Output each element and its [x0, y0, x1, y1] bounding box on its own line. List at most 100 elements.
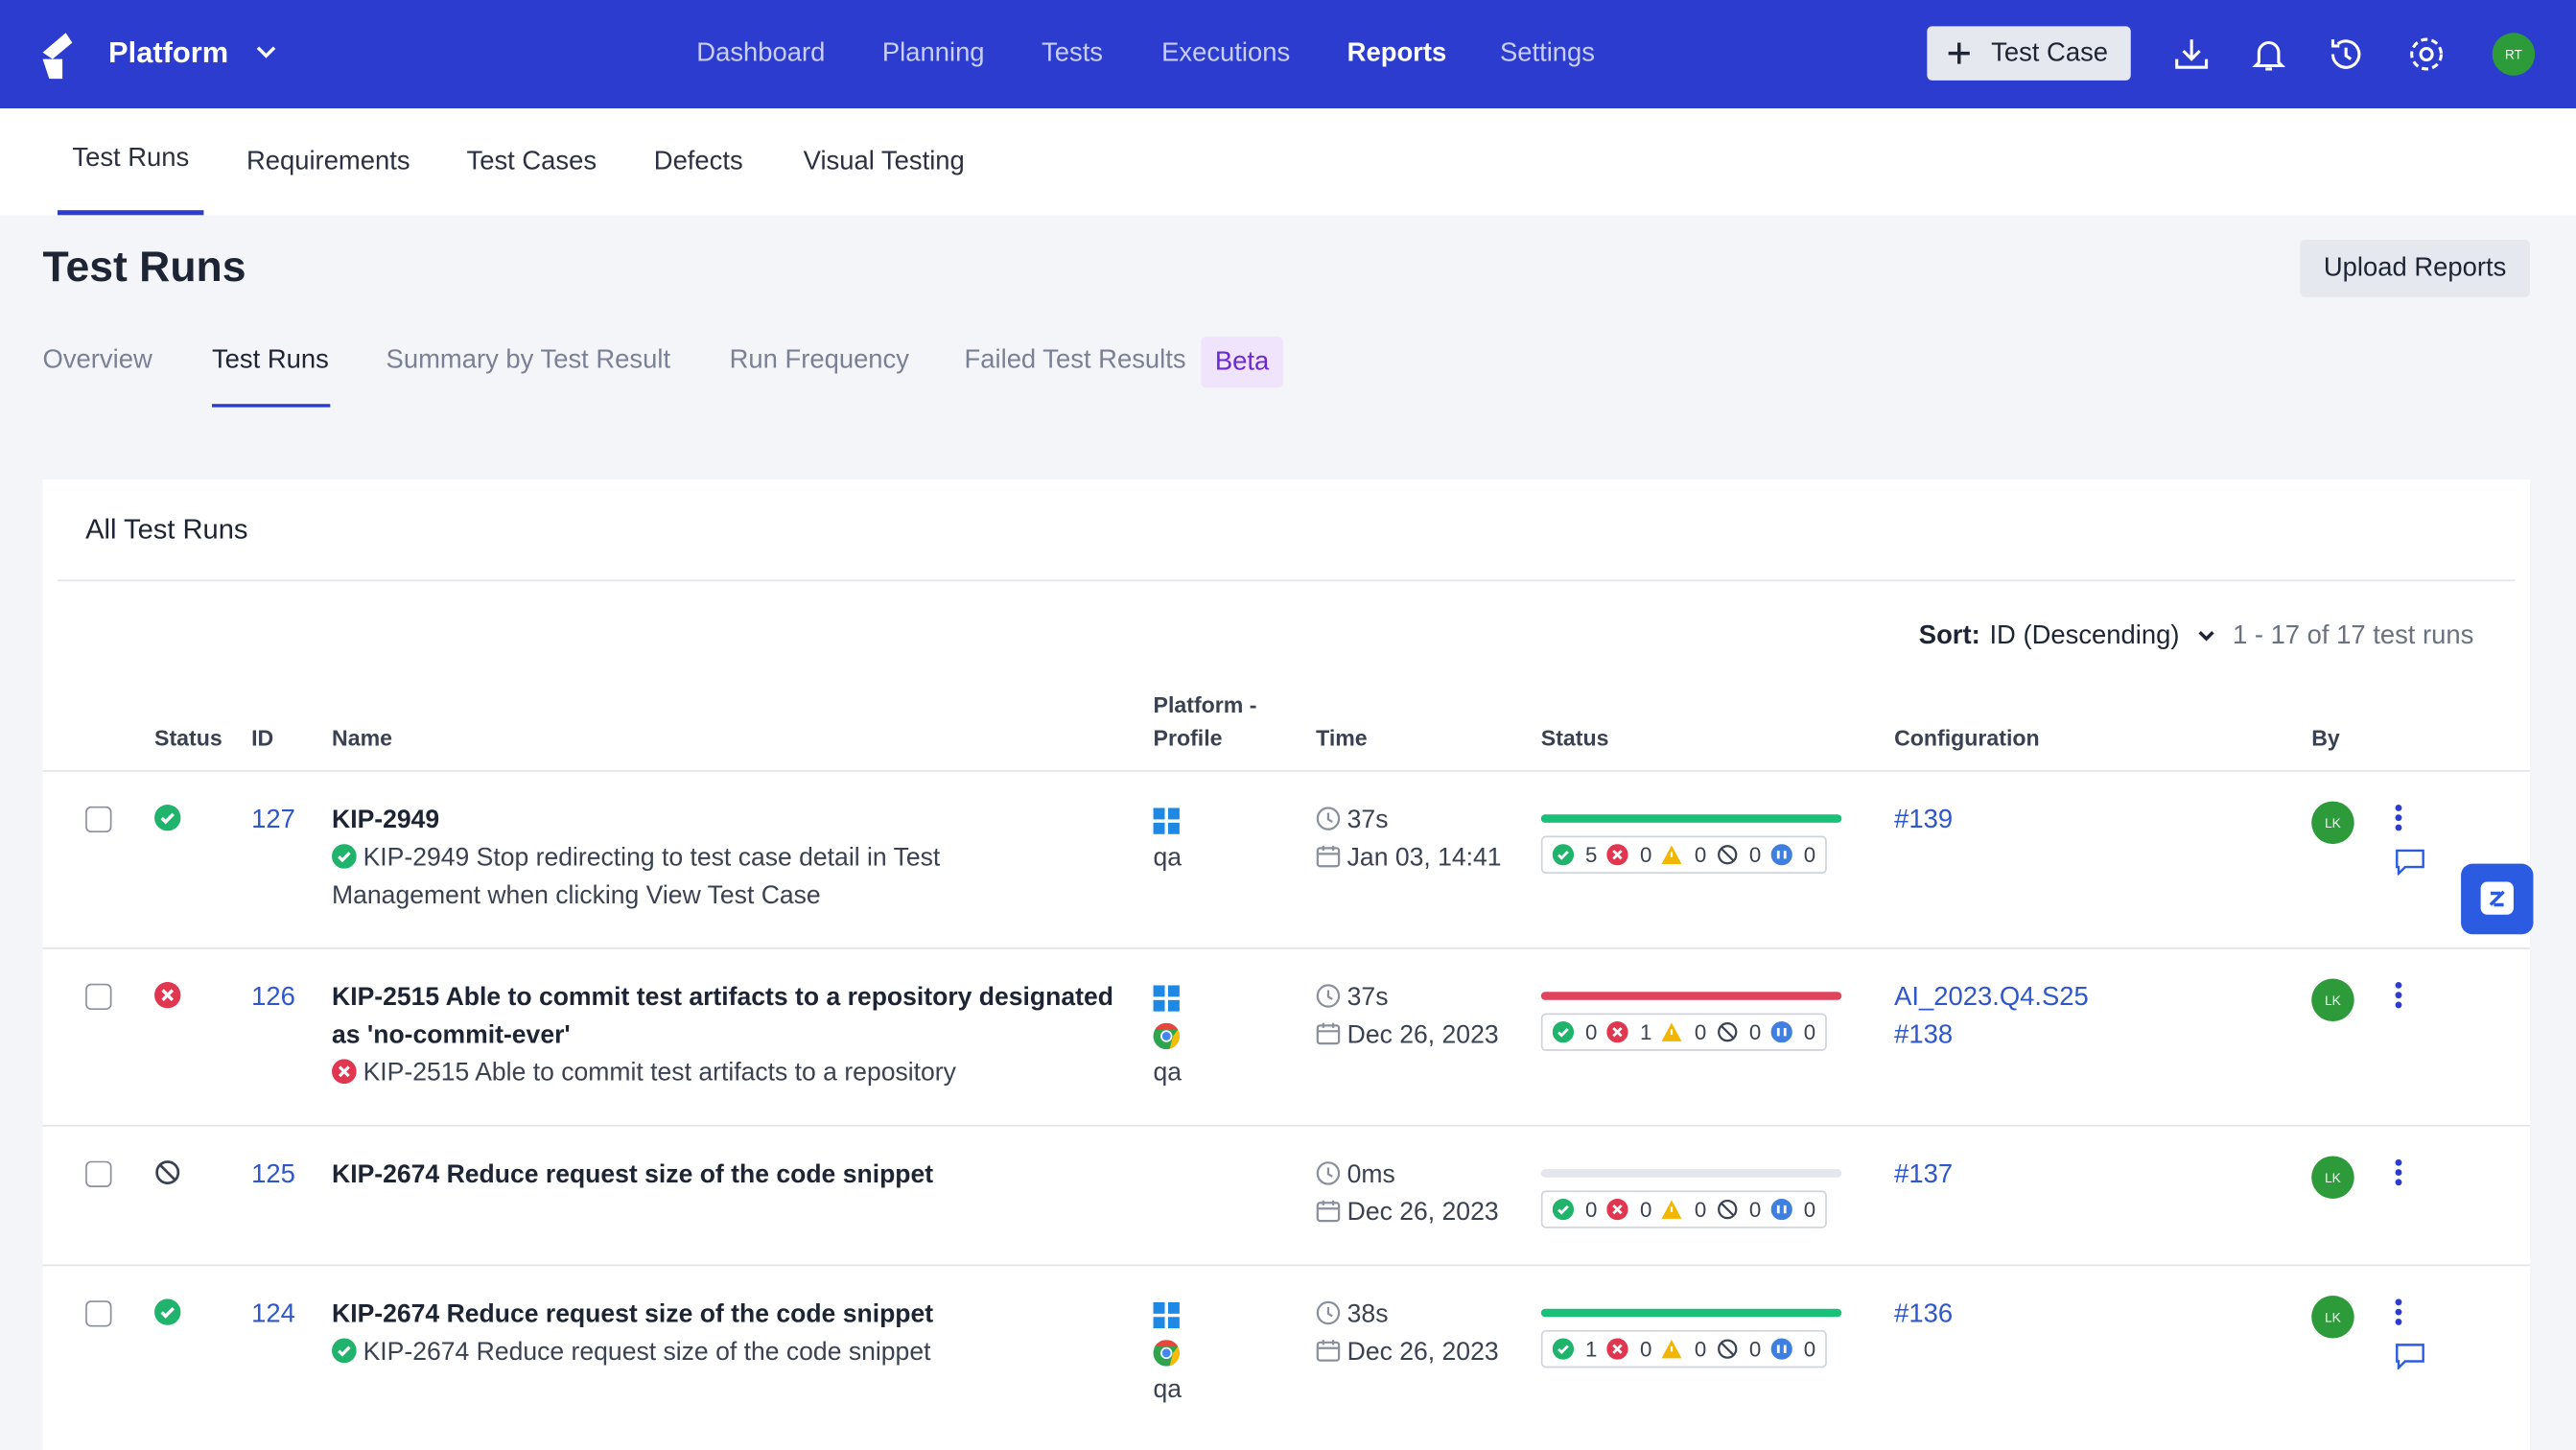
column-header: Status: [1540, 725, 1609, 751]
time-cell: 0ms Dec 26, 2023: [1316, 1156, 1541, 1231]
sort-select[interactable]: ID (Descending): [1989, 621, 2180, 651]
row-checkbox[interactable]: [85, 806, 112, 833]
skipped-icon: [1717, 845, 1737, 865]
tab[interactable]: Failed Test Results: [964, 346, 1186, 375]
sub-nav-item[interactable]: Requirements: [246, 148, 410, 176]
run-name[interactable]: KIP-2674 Reduce request size of the code…: [332, 1160, 934, 1189]
column-header: Status: [154, 725, 222, 751]
date: Jan 03, 14:41: [1347, 844, 1502, 873]
actions-cell: [2382, 979, 2481, 1092]
nav-item[interactable]: Settings: [1499, 39, 1596, 68]
settings-icon[interactable]: [2407, 35, 2447, 74]
comment-icon[interactable]: [2396, 849, 2425, 876]
row-menu[interactable]: [2385, 979, 2411, 1012]
tab[interactable]: Overview: [42, 346, 152, 375]
row-checkbox[interactable]: [85, 1300, 112, 1327]
column-header: Configuration: [1894, 725, 2040, 751]
result-bar: [1540, 1169, 1842, 1178]
nav-item[interactable]: Executions: [1161, 39, 1291, 68]
run-id[interactable]: 124: [251, 1300, 295, 1329]
configuration-link[interactable]: #138: [1894, 1021, 1954, 1050]
brand[interactable]: Platform: [108, 35, 229, 69]
passed-icon: [154, 805, 181, 831]
column-header: Platform - Profile: [1153, 692, 1257, 751]
nav-item[interactable]: Tests: [1042, 39, 1104, 68]
table-row[interactable]: 126 KIP-2515 Able to commit test artifact…: [42, 947, 2531, 1125]
user-avatar[interactable]: RT: [2492, 33, 2536, 76]
calendar-icon: [1316, 1340, 1341, 1362]
sort-caret[interactable]: [2198, 631, 2214, 644]
table-body: 127 KIP-2949 KIP-2949 Stop redirecting to …: [42, 770, 2531, 1441]
result-count: 0: [1748, 1197, 1762, 1222]
result-count: 0: [1585, 1019, 1598, 1045]
result-count: 0: [1748, 842, 1762, 868]
configuration-link[interactable]: AI_2023.Q4.S25: [1894, 983, 2089, 1012]
result-count: 1: [1585, 1336, 1598, 1362]
run-name[interactable]: KIP-2949: [332, 806, 440, 834]
duration: 37s: [1347, 983, 1389, 1012]
user-avatar: LK: [2311, 1156, 2354, 1199]
row-menu[interactable]: [2385, 802, 2411, 834]
row-checkbox[interactable]: [85, 1160, 112, 1187]
passed-icon: [1552, 1021, 1575, 1043]
chat-button[interactable]: [2461, 863, 2534, 935]
sub-nav: Test Runs Requirements Test Cases Defect…: [0, 108, 2576, 216]
column-header: Time: [1316, 725, 1368, 751]
row-menu[interactable]: [2385, 1156, 2411, 1188]
date: Dec 26, 2023: [1347, 1338, 1499, 1367]
profile: qa: [1153, 1375, 1183, 1405]
run-id[interactable]: 127: [251, 806, 295, 834]
brand-dropdown[interactable]: [255, 44, 278, 60]
result-count: 0: [1748, 1336, 1762, 1362]
sub-nav-item[interactable]: Test Cases: [466, 148, 597, 176]
skipped-icon: [155, 1160, 180, 1185]
sub-nav-item[interactable]: Test Runs: [72, 144, 190, 173]
tab-indicator: [211, 404, 331, 408]
warn-icon: [1662, 1200, 1683, 1219]
passed-icon: [154, 1298, 181, 1325]
result-count: 0: [1639, 842, 1652, 868]
configuration-link[interactable]: #136: [1894, 1300, 1954, 1329]
table-row[interactable]: 124 KIP-2674 Reduce request size of the c…: [42, 1264, 2531, 1441]
run-name[interactable]: KIP-2515 Able to commit test artifacts t…: [332, 983, 1113, 1050]
platform-cell: qa: [1153, 979, 1317, 1092]
nav-item[interactable]: Planning: [881, 39, 985, 68]
configuration-link[interactable]: #137: [1894, 1160, 1954, 1189]
tab[interactable]: Summary by Test Result: [386, 346, 671, 375]
table-row[interactable]: 127 KIP-2949 KIP-2949 Stop redirecting to …: [42, 770, 2531, 947]
run-name[interactable]: KIP-2674 Reduce request size of the code…: [332, 1300, 934, 1329]
configuration-link[interactable]: #139: [1894, 806, 1954, 834]
table-row[interactable]: 125 KIP-2674 Reduce request size of the c…: [42, 1124, 2531, 1265]
result-bar: [1540, 1308, 1842, 1318]
tab[interactable]: Test Runs: [211, 346, 329, 375]
add-test-case-button[interactable]: Test Case: [1927, 26, 2131, 81]
row-menu[interactable]: [2385, 1296, 2411, 1328]
actions-cell: [2382, 1296, 2481, 1409]
sub-nav-item[interactable]: Visual Testing: [803, 148, 965, 176]
history-icon[interactable]: [2327, 35, 2366, 74]
upload-reports-button[interactable]: Upload Reports: [2300, 239, 2531, 297]
configuration-cell: #137: [1894, 1156, 2311, 1231]
sub-nav-item[interactable]: Defects: [653, 148, 743, 176]
skipped-icon: [1717, 1022, 1737, 1042]
run-id[interactable]: 125: [251, 1160, 295, 1189]
run-result: KIP-2949 Stop redirecting to test case d…: [332, 839, 989, 915]
result-name: KIP-2515 Able to commit test artifacts t…: [363, 1059, 956, 1088]
other-icon: [1770, 844, 1792, 866]
platform-cell: [1154, 1156, 1317, 1231]
comment-icon[interactable]: [2396, 1344, 2425, 1370]
select-cell: [85, 1296, 154, 1409]
download-icon[interactable]: [2172, 35, 2212, 74]
nav-item[interactable]: Reports: [1347, 39, 1447, 68]
configuration-cell: #136: [1894, 1296, 2311, 1409]
bell-icon[interactable]: [2249, 35, 2288, 74]
run-id[interactable]: 126: [251, 983, 295, 1012]
failed-icon: [1606, 1021, 1628, 1043]
active-indicator: [57, 210, 204, 216]
tab[interactable]: Run Frequency: [729, 346, 909, 375]
row-checkbox[interactable]: [85, 983, 112, 1011]
clock-icon: [1316, 1300, 1341, 1325]
result-count: 0: [1585, 1197, 1598, 1222]
nav-item[interactable]: Dashboard: [696, 39, 826, 68]
